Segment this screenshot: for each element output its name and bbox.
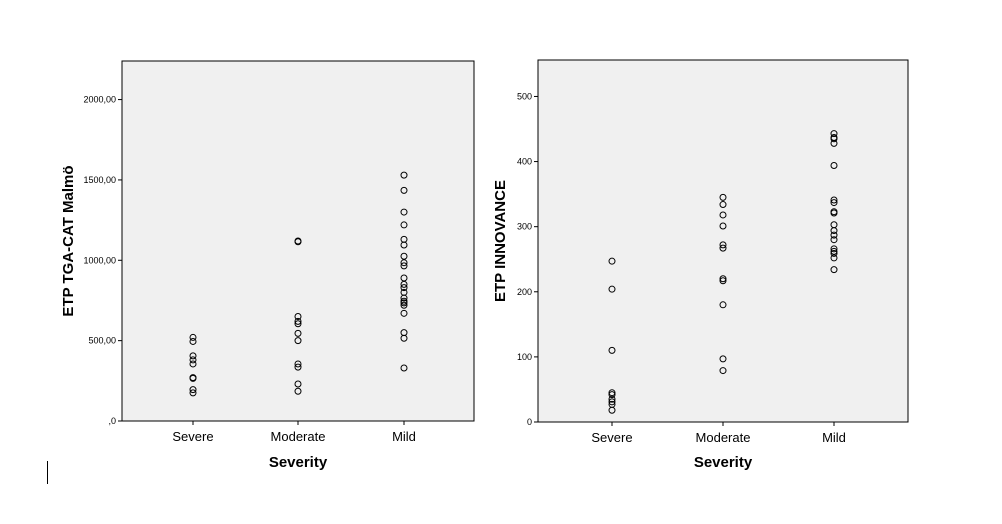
data-point [608,389,616,397]
y-tick-label: 400 [517,157,532,167]
data-point [830,196,838,204]
y-tick-label: 300 [517,222,532,232]
data-point [719,201,727,209]
data-point [400,259,408,267]
data-point [830,139,838,147]
data-point [719,367,727,375]
data-point [719,275,727,283]
y-tick-label: 0 [527,417,532,427]
data-point [189,337,197,345]
data-point [400,262,408,270]
data-point [719,277,727,285]
data-point [400,241,408,249]
y-axis-title: ETP INNOVANCE [492,180,509,302]
data-point [400,299,408,307]
data-point [719,193,727,201]
data-point [608,285,616,293]
data-point [719,241,727,249]
data-point [189,356,197,364]
x-tick-label: Severe [172,429,213,444]
x-tick-label: Moderate [271,429,326,444]
data-point [189,374,197,382]
data-point [400,309,408,317]
data-point [830,161,838,169]
data-point [400,364,408,372]
data-point [400,280,408,288]
y-tick-label: 500,00 [88,336,116,346]
y-tick-label: 2000,00 [83,95,116,105]
data-point [719,355,727,363]
data-point [608,406,616,414]
y-tick-label: 500 [517,91,532,101]
data-point [294,329,302,337]
data-point [830,231,838,239]
data-point [608,257,616,265]
data-point [189,389,197,397]
data-point [400,208,408,216]
data-point [294,337,302,345]
x-tick-label: Moderate [696,430,751,445]
data-point [189,352,197,360]
data-point [830,266,838,274]
y-tick-label: ,0 [108,416,116,426]
text-cursor [47,461,48,484]
data-point [830,236,838,244]
chart-1: ,0 500,00 1000,00 1500,00 2000,00 Severe Moder… [60,60,475,471]
data-point [830,135,838,143]
x-axis-title: Severity [694,454,753,471]
x-axis-title: Severity [269,454,328,471]
data-point [719,211,727,219]
data-point [608,398,616,406]
data-point [719,301,727,309]
data-point [830,245,838,253]
x-tick-label: Mild [822,430,846,445]
data-point [830,209,838,217]
data-point [400,171,408,179]
data-point [294,320,302,328]
data-point [830,254,838,262]
data-point [189,386,197,394]
y-tick-label: 100 [517,352,532,362]
data-point [294,387,302,395]
data-point [294,360,302,368]
data-point [830,249,838,257]
data-point [189,333,197,341]
data-point [400,301,408,309]
data-point [608,346,616,354]
data-point [830,227,838,235]
data-point [294,363,302,371]
data-point [294,238,302,246]
data-point [719,222,727,230]
data-point [400,186,408,194]
data-point [719,244,727,252]
data-point [400,334,408,342]
x-tick-label: Mild [392,429,416,444]
data-point [400,221,408,229]
y-tick-label: 200 [517,287,532,297]
chart-2: 0 100 200 300 400 500 Severe Moderate Mild Severi… [492,59,909,471]
data-point [400,294,408,302]
data-point [830,199,838,207]
data-point [400,284,408,292]
y-axis-title: ETP TGA-CAT Malmö [60,165,77,316]
data-point [830,247,838,255]
y-tick-label: 1500,00 [83,175,116,185]
x-tick-label: Severe [591,430,632,445]
data-point [608,391,616,399]
data-point [294,313,302,321]
data-point [608,395,616,403]
y-tick-label: 1000,00 [83,255,116,265]
data-point [294,380,302,388]
data-point [294,317,302,325]
data-point [189,360,197,368]
data-point [830,130,838,138]
